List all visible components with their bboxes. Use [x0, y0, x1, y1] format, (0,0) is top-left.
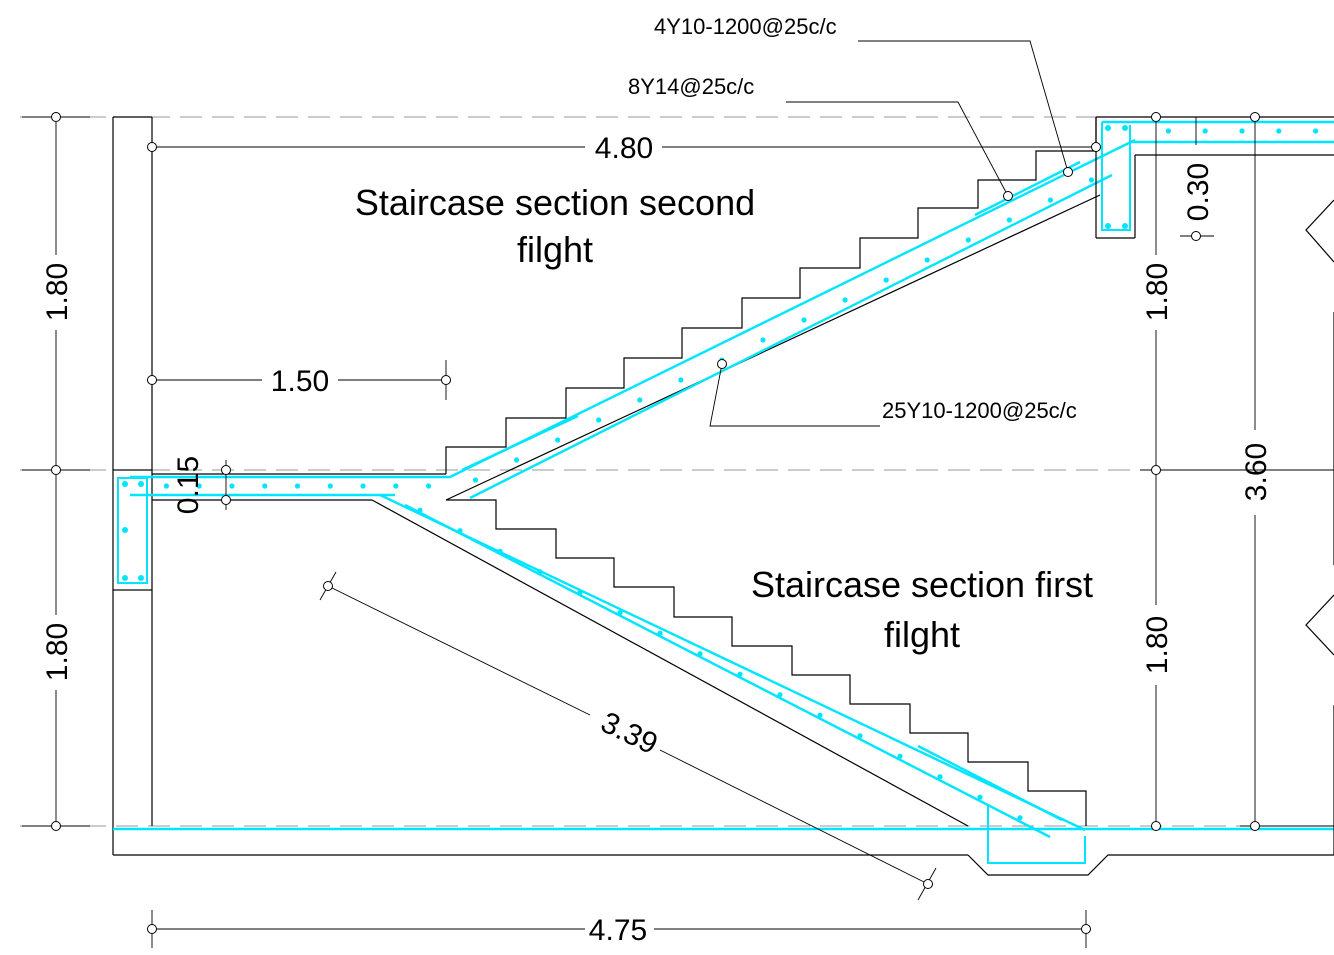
second-flight	[445, 117, 1136, 501]
rebar-dot	[426, 483, 432, 489]
rebar-dot	[360, 483, 366, 489]
rebar-label-top: 4Y10-1200@25c/c	[654, 14, 837, 39]
title-first-flight-line1: Staircase section first	[751, 564, 1093, 605]
dimension-markers	[51, 112, 1260, 934]
rebar-dot	[327, 483, 333, 489]
rebar-dot	[965, 237, 971, 243]
title-second-flight-line1: Staircase section second	[355, 182, 755, 223]
break-line	[1305, 199, 1334, 855]
dimension-lines	[22, 116, 1334, 948]
rebar-dot	[1006, 217, 1012, 223]
rebar-dot	[537, 569, 543, 575]
rebar-dots	[163, 128, 1319, 821]
rebar-dot	[1088, 177, 1095, 183]
rebar-dot	[1239, 128, 1245, 134]
rebar-dot	[472, 477, 479, 483]
landing-beam	[112, 469, 153, 591]
rebar-dot	[760, 337, 766, 343]
dim-left-upper: 1.80	[41, 263, 74, 321]
rebar-dot	[577, 589, 583, 595]
rebar-dot	[842, 297, 848, 303]
rebar-dot	[163, 483, 169, 489]
rebar-dot	[1017, 815, 1023, 821]
rebar-dot	[897, 753, 903, 759]
rebar-dot	[801, 317, 807, 323]
first-flight	[371, 493, 1087, 839]
rebar-dot	[262, 483, 268, 489]
rebar-dot	[737, 671, 743, 677]
rebar-dot	[393, 483, 399, 489]
rebar-dot	[1165, 128, 1171, 134]
rebar-dot	[777, 692, 783, 698]
rebar-dot	[678, 377, 684, 383]
rebar-label-middle: 8Y14@25c/c	[628, 74, 754, 99]
level-lines	[20, 116, 1334, 827]
rebar-dot	[817, 712, 823, 718]
dim-landing-thickness: 0.15	[172, 456, 205, 514]
rebar-label-slab: 25Y10-1200@25c/c	[882, 398, 1077, 423]
left-wall	[112, 116, 153, 855]
dim-beam-depth: 0.30	[1182, 163, 1215, 221]
rebar-dot	[924, 257, 930, 263]
rebar-dot	[1276, 128, 1282, 134]
rebar-dot	[857, 733, 863, 739]
rebar-dot	[657, 630, 663, 636]
rebar-dot	[617, 610, 623, 616]
dim-right-lower: 1.80	[1141, 616, 1174, 674]
dim-right-upper: 1.80	[1141, 263, 1174, 321]
dim-left-lower: 1.80	[41, 623, 74, 681]
title-second-flight-line2: filght	[517, 229, 593, 270]
dim-bottom-length: 4.75	[589, 914, 647, 947]
rebar-dot	[513, 457, 520, 463]
title-first-flight-line2: filght	[884, 614, 960, 655]
rebar-dot	[497, 548, 503, 554]
rebar-dot	[417, 507, 423, 513]
dim-total-height: 3.60	[1240, 443, 1273, 501]
leader-lines	[709, 40, 1073, 427]
rebar-dot	[1313, 128, 1319, 134]
rebar-dot	[457, 528, 463, 534]
dim-incline-length: 3.39	[596, 706, 663, 761]
rebar-dot	[294, 483, 301, 489]
ground-slab	[113, 806, 1334, 876]
rebar-dot	[1047, 197, 1054, 203]
dim-top-length: 4.80	[595, 132, 653, 165]
rebar-dot	[196, 483, 202, 489]
rebar-dot	[555, 437, 561, 443]
rebar-dot	[977, 794, 983, 800]
landing-slab	[130, 473, 450, 501]
dim-landing-length: 1.50	[271, 365, 329, 398]
rebar-dot	[883, 277, 889, 283]
rebar-dot	[229, 483, 235, 489]
rebar-dot	[697, 651, 703, 657]
rebar-dot	[596, 417, 602, 423]
top-beam	[1095, 116, 1334, 239]
rebar-dot	[1202, 128, 1208, 134]
rebar-dot	[637, 397, 643, 403]
rebar-dot	[937, 774, 943, 780]
